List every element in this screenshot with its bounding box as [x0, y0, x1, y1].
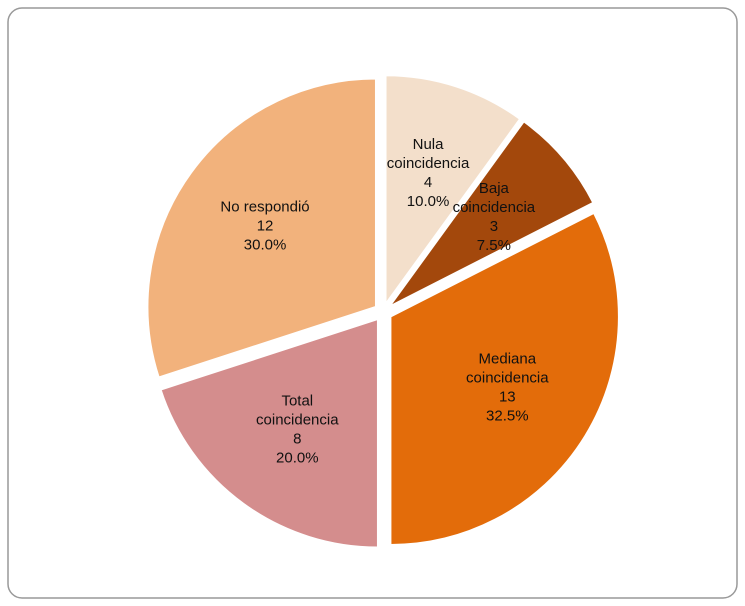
slice-label-name: Baja coincidencia	[453, 180, 536, 216]
slice-label-name: Mediana coincidencia	[466, 351, 549, 387]
slice-label-percent: 7.5%	[477, 237, 511, 254]
slice-label-percent: 30.0%	[244, 236, 287, 253]
pie-slice	[389, 212, 620, 546]
slice-label-name: No respondió	[220, 198, 309, 215]
slice-label-value: 8	[293, 430, 301, 447]
pie-slice	[146, 77, 377, 379]
slice-label-name: Total coincidencia	[256, 392, 339, 428]
slice-label-percent: 32.5%	[486, 408, 529, 425]
slice-label-value: 13	[499, 389, 516, 406]
slice-label-value: 3	[490, 218, 498, 235]
slice-label-percent: 10.0%	[407, 193, 450, 210]
pie-slice	[385, 74, 521, 306]
pie-slice	[159, 318, 379, 549]
slice-label-name: Nula coincidencia	[387, 136, 470, 172]
slice-label-value: 4	[424, 174, 432, 191]
slice-label-value: 12	[257, 217, 274, 234]
pie-slice	[389, 120, 595, 307]
slice-label-percent: 20.0%	[276, 449, 319, 466]
